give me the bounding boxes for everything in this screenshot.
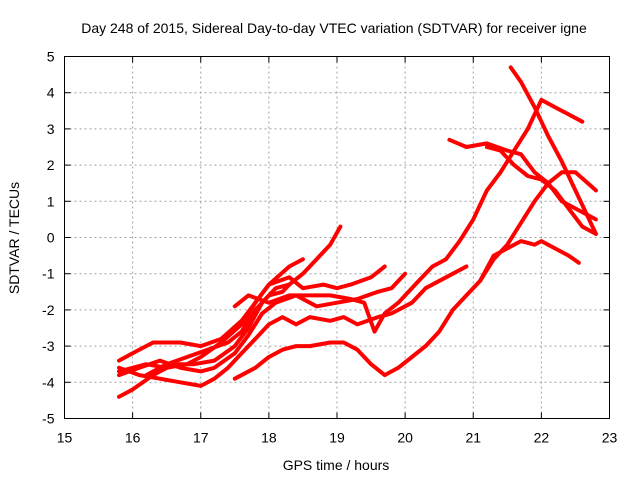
y-tick-label: -5: [42, 411, 55, 427]
series-line-s12: [484, 145, 598, 236]
series-line-s3: [117, 224, 343, 399]
series-line-s9: [478, 239, 581, 283]
chart-title: Day 248 of 2015, Sidereal Day-to-day VTE…: [81, 20, 587, 36]
x-tick-label: 23: [602, 430, 618, 446]
y-tick-label: -1: [42, 266, 55, 282]
x-tick-label: 21: [465, 430, 481, 446]
y-tick-label: 2: [47, 157, 55, 173]
series-group: [117, 65, 598, 399]
y-tick-label: -2: [42, 302, 55, 318]
series-line-s4: [117, 271, 408, 378]
x-tick-label: 20: [397, 430, 413, 446]
y-tick-label: -3: [42, 338, 55, 354]
y-tick-label: 5: [47, 49, 55, 65]
x-tick-label: 16: [125, 430, 141, 446]
series-line-s6: [232, 97, 585, 334]
series-line-s5: [117, 264, 469, 388]
x-tick-label: 19: [329, 430, 345, 446]
y-tick-label: -4: [42, 374, 55, 390]
series-line-s8: [447, 137, 598, 222]
x-tick-label: 15: [57, 430, 73, 446]
series-line-s11: [144, 282, 292, 378]
series-line-s10: [508, 65, 598, 236]
y-tick-label: 0: [47, 230, 55, 246]
x-tick-label: 22: [534, 430, 550, 446]
y-tick-label: 4: [47, 85, 55, 101]
series-line-s7: [232, 170, 598, 381]
y-axis-label: SDTVAR / TECUs: [6, 182, 22, 294]
x-tick-label: 18: [261, 430, 277, 446]
x-axis-label: GPS time / hours: [283, 457, 390, 473]
y-tick-label: 1: [47, 193, 55, 209]
grid: [64, 56, 610, 419]
series-line-s1: [117, 257, 305, 363]
y-tick-label: 3: [47, 121, 55, 137]
x-tick-label: 17: [193, 430, 209, 446]
